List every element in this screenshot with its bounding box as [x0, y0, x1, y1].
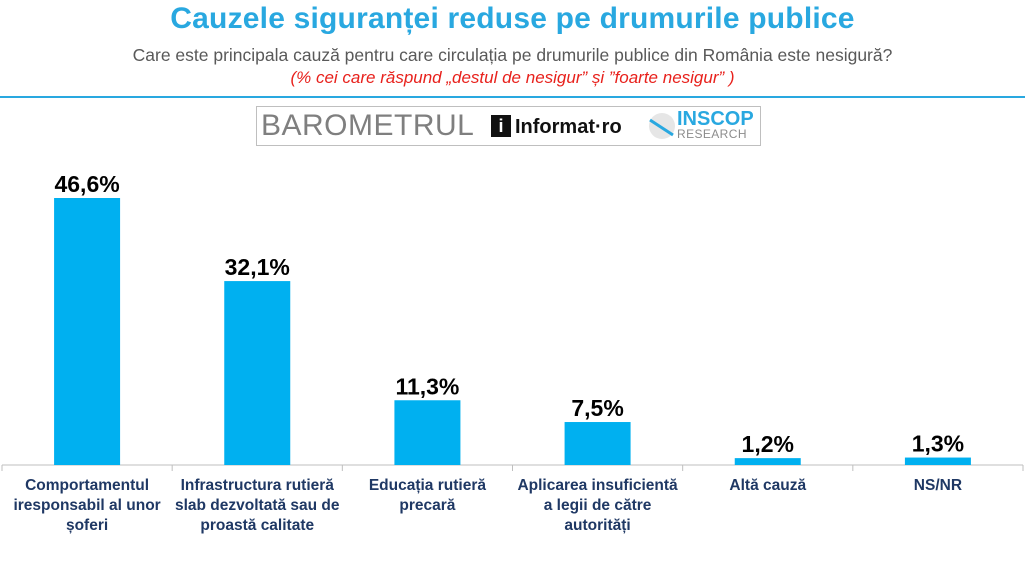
informat-icon: i	[491, 115, 511, 137]
bar-1	[54, 198, 121, 465]
category-label-1: Comportamentul iresponsabil al unor șofe…	[13, 477, 161, 534]
bar-value-label-6: 1,3%	[912, 431, 964, 457]
bar-3	[394, 400, 461, 465]
inscop-logo: INSCOP	[677, 108, 754, 130]
bar-value-label-2: 32,1%	[225, 254, 290, 280]
informat-logo: Informat·ro	[515, 116, 622, 138]
chart-note: (% cei care răspund „destul de nesigur” …	[290, 68, 735, 87]
bar-value-label-4: 7,5%	[571, 395, 623, 421]
inscop-logo-icon	[649, 113, 675, 139]
category-label-5: Altă cauză	[729, 477, 807, 494]
bar-6	[904, 457, 971, 465]
header-divider	[0, 96, 1025, 98]
bar-value-label-1: 46,6%	[54, 171, 119, 197]
chart-subtitle: Care este principala cauză pentru care c…	[132, 45, 893, 65]
category-label-3: Educația rutieră precară	[368, 477, 486, 514]
barometrul-logo: BAROMETRUL	[261, 109, 475, 142]
inscop-research-text: RESEARCH	[677, 127, 747, 141]
category-label-2: Infrastructura rutieră slab dezvoltată s…	[174, 477, 340, 534]
bar-5	[734, 458, 801, 465]
chart-title: Cauzele siguranței reduse pe drumurile p…	[170, 2, 855, 35]
bar-2	[224, 281, 291, 465]
logo-banner: BAROMETRUL i Informat·ro INSCOP RESEARCH	[256, 106, 761, 146]
bar-value-label-3: 11,3%	[395, 373, 459, 399]
category-label-6: NS/NR	[913, 477, 963, 494]
category-label-4: Aplicarea insuficientă a legii de către …	[517, 477, 678, 534]
bar-4	[564, 422, 631, 465]
bar-value-label-5: 1,2%	[742, 431, 794, 457]
